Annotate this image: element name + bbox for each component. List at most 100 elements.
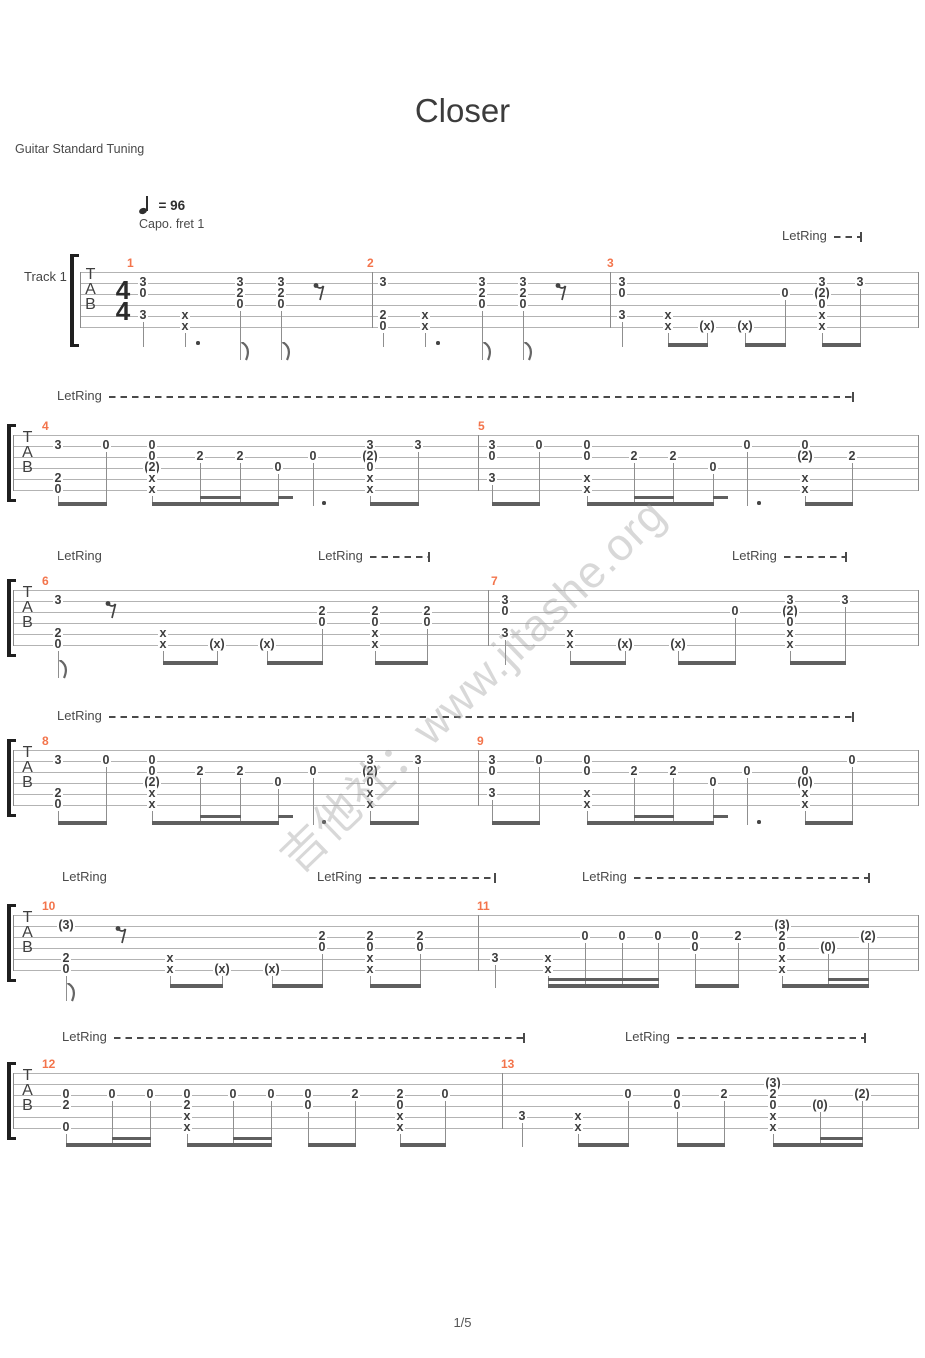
barline [13,750,15,806]
note-stem [820,1112,822,1147]
tab-note-text: 3 [490,951,500,965]
note-stem [634,463,636,506]
tab-note: x [354,471,386,485]
tab-note-text: x [182,1120,192,1134]
tab-note: 0 [836,753,868,767]
tab-note-text: (3) [763,1076,783,1090]
tab-note-text: x [565,626,575,640]
barline [478,750,480,806]
tab-note: x [562,1109,594,1123]
system-bracket-cap [7,1137,16,1140]
staff-line [13,601,918,602]
system-bracket-cap [70,254,79,257]
tab-note: 2 [306,929,338,943]
beam [162,661,219,665]
measure-number: 13 [501,1057,515,1071]
tab-note-text: 2 [629,449,639,463]
tab-note: 0 [136,449,168,463]
tab-note-text: 3 [518,275,528,289]
note-stem [805,496,807,506]
tab-note: 0 [806,297,838,311]
beam [804,502,854,506]
tab-note-text: 2 [235,764,245,778]
beam [491,502,541,506]
staff-line [13,446,918,447]
note-stem [281,311,283,360]
tab-note: 0 [42,637,74,651]
tab-note: x [571,786,603,800]
tab-note: 2 [42,626,74,640]
note-stem [578,1134,580,1147]
tab-note: x [571,797,603,811]
beam [266,661,324,665]
tab-note: x [806,308,838,322]
tab-note-text: 2 [365,929,375,943]
tab-note: 0 [679,929,711,943]
tab-note-text: 2 [395,1087,405,1101]
tab-note: 0 [42,482,74,496]
note-stem [495,965,497,988]
tab-note: 2 [184,764,216,778]
staff-line [13,645,918,646]
beam [569,661,627,665]
tab-note-text: 0 [147,438,157,452]
tab-note-text: x [573,1109,583,1123]
tab-note: 2 [657,764,689,778]
tab-note-text: x [147,482,157,496]
tab-note-text: x [817,319,827,333]
tab-note-text: 0 [235,297,245,311]
sixteenth-beam [547,978,660,981]
tab-note-text: 0 [101,438,111,452]
tab-note-text: 0 [780,286,790,300]
note-stem [852,463,854,506]
beam [57,821,108,825]
tab-note-text: x [165,962,175,976]
tab-note-text: 0 [365,775,375,789]
staff-line [13,468,918,469]
tab-note-text: x [395,1120,405,1134]
tab-note: 2 [708,1087,740,1101]
tab-note: x [354,786,386,800]
staff-line [13,457,918,458]
tab-note-text: 0 [61,1087,71,1101]
tab-note-text: 0 [276,297,286,311]
tab-note: 0 [297,449,329,463]
tab-note-text: 3 [235,275,245,289]
note-stem [673,778,675,825]
tab-note: x [409,319,441,333]
tab-note: 0 [265,297,297,311]
system-bracket-cap [70,344,79,347]
tab-note: x [147,637,179,651]
rhythm-dot [322,501,326,505]
tab-note-text: 0 [182,1087,192,1101]
sixteenth-beam [819,1137,864,1140]
tab-note-text: (3) [56,918,76,932]
beam [821,343,862,347]
tab-note-text: 0 [365,460,375,474]
tab-note-text: x [800,786,810,800]
tab-note-text: 3 [785,593,795,607]
tab-note: x [359,637,391,651]
tab-note-text: 0 [365,940,375,954]
letring-end-tick [868,873,870,883]
staff-line [13,590,918,591]
tab-note-text: 0 [690,929,700,943]
sixteenth-beam [827,978,870,981]
tab-clef-letter: T [22,1067,33,1084]
tab-note: x [354,482,386,496]
tab-note-text: 3 [617,308,627,322]
tab-note: 0 [50,962,82,976]
beam [151,821,280,825]
tab-note: (2) [136,460,168,474]
tab-note-text: x [420,319,430,333]
letring-label: LetRing [57,388,102,403]
page-title: Closer [414,92,511,129]
tab-note: x [766,951,798,965]
tab-note: 0 [571,753,603,767]
tab-note-text: 0 [147,764,157,778]
note-stem [143,322,145,347]
note-stem [677,1112,679,1147]
tab-note-text: 0 [273,460,283,474]
staff-line [13,1117,918,1118]
